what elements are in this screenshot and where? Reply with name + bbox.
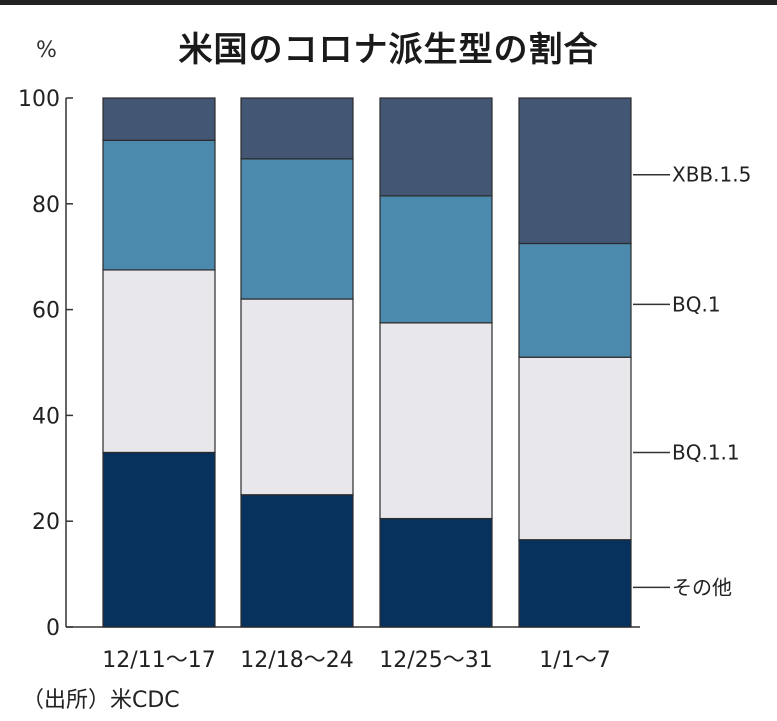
legend-label-3: BQ.1: [672, 292, 721, 316]
x-category-label: 1/1〜7: [539, 648, 610, 673]
bar-segment-4-cat-1: [102, 97, 216, 141]
bar-segment-2-cat-1: [102, 269, 216, 454]
source-note: （出所）米CDC: [22, 688, 180, 713]
legend-label-1: その他: [672, 575, 732, 599]
y-tick-label: 100: [18, 87, 60, 112]
bar-segment-1-cat-2: [240, 494, 354, 628]
x-category-label: 12/25〜31: [379, 648, 492, 673]
bar-segment-2-cat-3: [379, 322, 493, 520]
y-unit-label: %: [36, 38, 57, 63]
bar-segment-4-cat-4: [518, 97, 632, 245]
y-tick-label: 40: [32, 404, 60, 429]
y-tick-label: 80: [32, 193, 60, 218]
y-tick-label: 20: [32, 510, 60, 535]
y-tick-label: 0: [46, 616, 60, 641]
legend-label-4: XBB.1.5: [672, 163, 751, 187]
y-tick-label: 60: [32, 299, 60, 324]
bar-segment-4-cat-3: [379, 97, 493, 197]
x-category-label: 12/11〜17: [102, 648, 215, 673]
bar-segment-2-cat-4: [518, 356, 632, 541]
bar-segment-1-cat-3: [379, 517, 493, 628]
legend-label-2: BQ.1.1: [672, 440, 740, 464]
bar-segment-4-cat-2: [240, 97, 354, 160]
bar-segment-2-cat-2: [240, 298, 354, 496]
top-rule: [0, 0, 777, 5]
x-category-label: 12/18〜24: [240, 648, 353, 673]
bar-segment-3-cat-1: [102, 139, 216, 271]
stacked-bar-chart: 0 20 40 60 80 100 12/11〜17 12/18〜24 12/25〜31 1/1〜…: [18, 87, 751, 673]
bar-segment-3-cat-4: [518, 242, 632, 358]
chart-title: 米国のコロナ派生型の割合: [178, 30, 599, 70]
bar-segment-1-cat-4: [518, 539, 632, 628]
bar-segment-1-cat-1: [102, 451, 216, 628]
bar-segment-3-cat-2: [240, 158, 354, 300]
bar-segment-3-cat-3: [379, 195, 493, 324]
